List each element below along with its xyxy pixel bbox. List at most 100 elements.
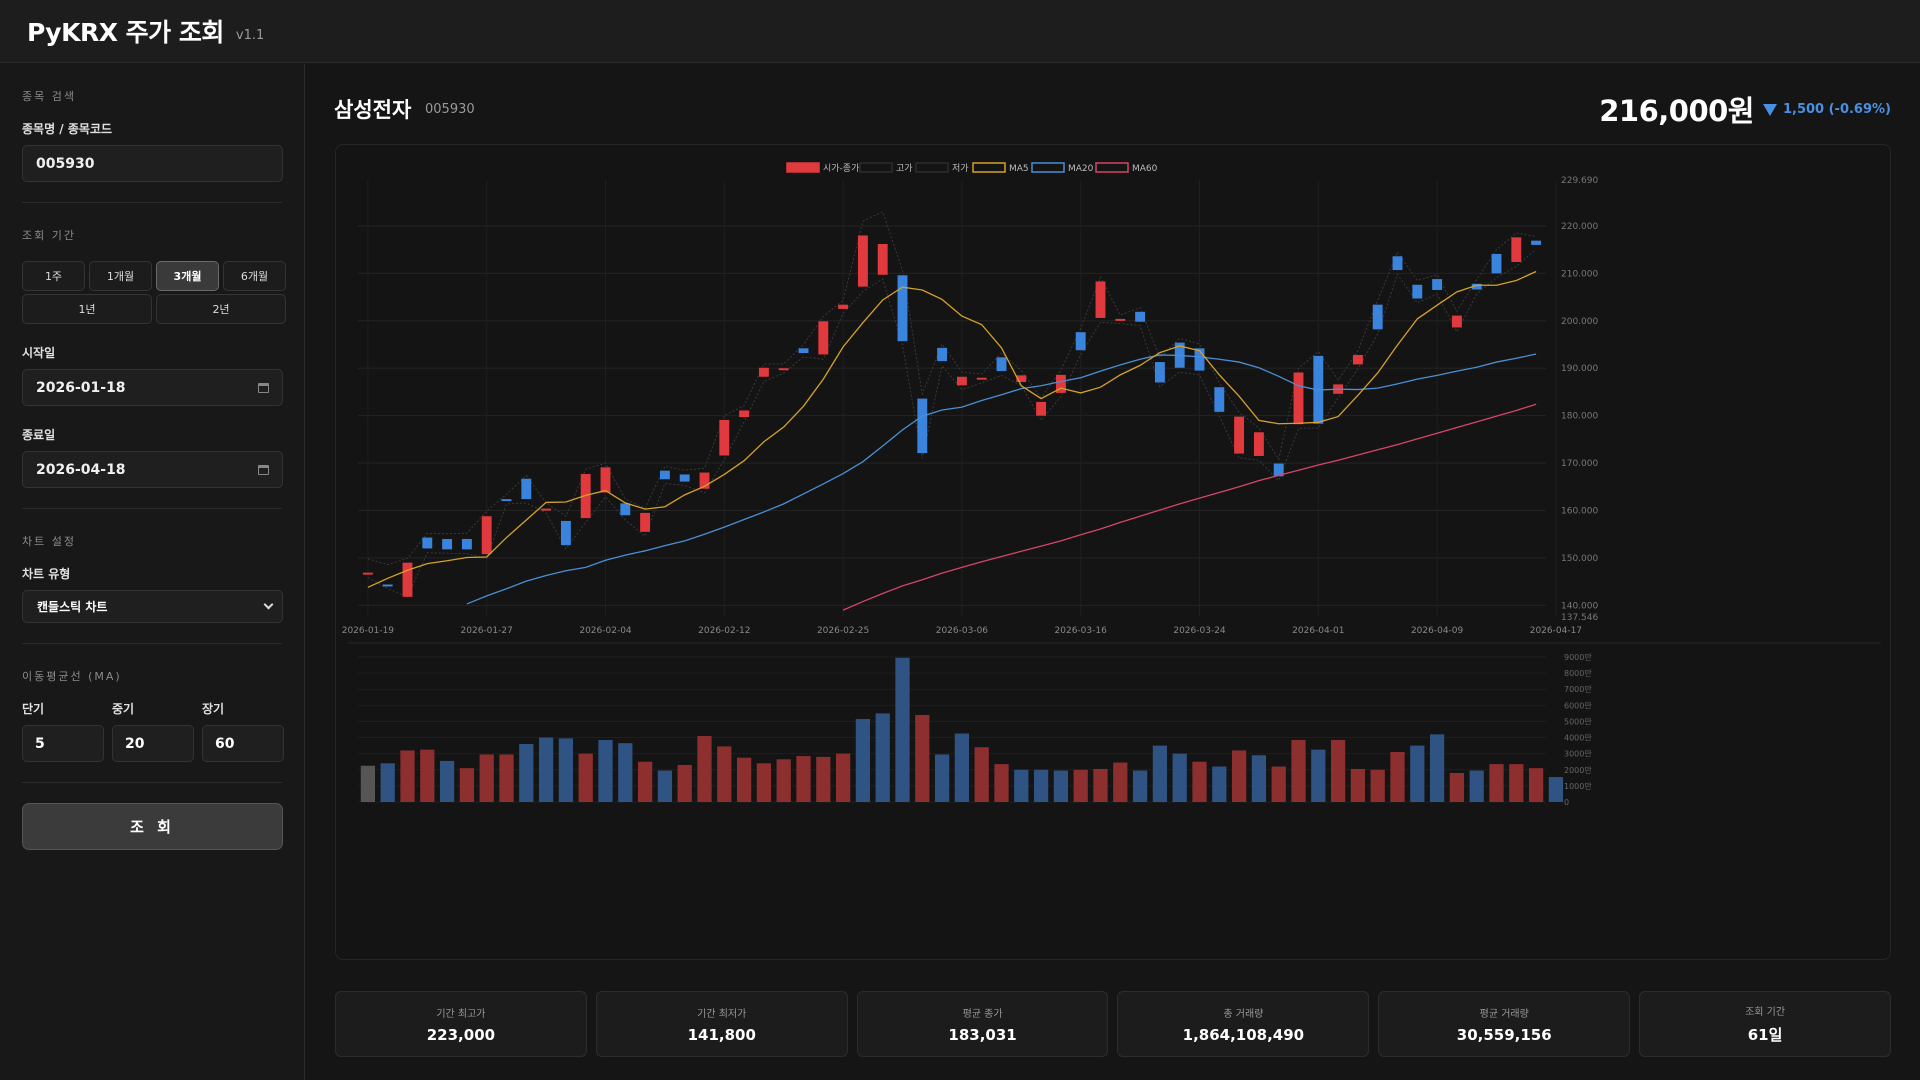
candle bbox=[521, 478, 532, 500]
period-buttons-row2: 1년 2년 bbox=[22, 294, 286, 324]
volume-bar bbox=[697, 735, 712, 802]
volume-tick-label: 6000만 bbox=[1564, 701, 1592, 710]
x-tick-label: 2026-01-27 bbox=[461, 626, 513, 636]
legend-label: MA5 bbox=[1009, 164, 1029, 174]
volume-bar bbox=[736, 757, 752, 802]
period-1w-button[interactable]: 1주 bbox=[22, 261, 85, 291]
volume-bar bbox=[400, 750, 415, 802]
volume-bar bbox=[1390, 752, 1405, 802]
legend-label: MA20 bbox=[1068, 164, 1094, 174]
chart-container[interactable]: 140.000 150.000 160.000 170.000 180.000 190.0… bbox=[335, 144, 1891, 960]
ma-mid-input[interactable]: 20 bbox=[112, 725, 194, 762]
candle bbox=[1352, 354, 1363, 365]
candle bbox=[422, 537, 433, 549]
volume-bar bbox=[1192, 761, 1207, 802]
volume-bar bbox=[1073, 769, 1088, 802]
volume-bar bbox=[1271, 766, 1286, 802]
period-section-title: 조회 기간 bbox=[22, 229, 76, 242]
legend-swatch bbox=[786, 162, 820, 173]
candle bbox=[996, 357, 1007, 372]
volume-bar bbox=[855, 719, 871, 802]
legend-swatch bbox=[859, 162, 893, 173]
low-line bbox=[367, 248, 1537, 598]
ma-short-input[interactable]: 5 bbox=[22, 725, 104, 762]
volume-bar bbox=[1548, 777, 1564, 802]
start-date-value: 2026-01-18 bbox=[36, 379, 126, 396]
candle bbox=[600, 467, 611, 493]
legend-label: 고가 bbox=[896, 163, 913, 174]
stock-code-input[interactable]: 005930 bbox=[22, 145, 283, 182]
period-1y-button[interactable]: 1년 bbox=[22, 294, 152, 324]
volume-tick-label: 7000만 bbox=[1564, 685, 1592, 694]
volume-bar bbox=[1291, 739, 1306, 802]
volume-bar bbox=[677, 764, 692, 802]
ma-inputs: 단기 5 중기 20 장기 60 bbox=[22, 684, 284, 762]
legend-swatch bbox=[972, 162, 1006, 173]
price-change: 1,500 (-0.69%) bbox=[1762, 102, 1891, 117]
period-3m-button[interactable]: 3개월 bbox=[156, 261, 219, 291]
ma-long-input[interactable]: 60 bbox=[202, 725, 284, 762]
stat-value: 30,559,156 bbox=[1456, 1025, 1552, 1044]
volume-bar bbox=[519, 744, 534, 802]
period-2y-button[interactable]: 2년 bbox=[156, 294, 286, 324]
candle bbox=[917, 398, 928, 454]
volume-bar bbox=[558, 738, 574, 802]
candle bbox=[1432, 279, 1443, 290]
candle bbox=[382, 584, 393, 587]
stat-card: 기간 최저가 141,800 bbox=[595, 991, 848, 1057]
candle bbox=[877, 243, 888, 275]
price-chart[interactable]: 140.000 150.000 160.000 170.000 180.000 190.0… bbox=[336, 145, 1892, 961]
price-edge-label: 229.690 bbox=[1561, 176, 1598, 186]
volume-bar bbox=[717, 746, 732, 802]
divider bbox=[22, 782, 282, 783]
candle bbox=[758, 367, 769, 377]
volume-bar bbox=[994, 764, 1009, 802]
candle bbox=[976, 377, 987, 380]
calendar-icon[interactable] bbox=[258, 382, 269, 393]
stat-card: 조회 기간 61일 bbox=[1639, 991, 1891, 1057]
period-6m-button[interactable]: 6개월 bbox=[223, 261, 286, 291]
candle bbox=[1253, 432, 1264, 456]
start-date-input[interactable]: 2026-01-18 bbox=[22, 369, 283, 406]
price-tick-label: 140.000 bbox=[1561, 601, 1598, 611]
period-1m-button[interactable]: 1개월 bbox=[89, 261, 152, 291]
volume-bar bbox=[578, 753, 593, 802]
volume-tick-label: 4000만 bbox=[1564, 734, 1592, 743]
candle bbox=[640, 512, 651, 532]
candle bbox=[778, 368, 789, 371]
candle bbox=[541, 508, 552, 511]
candle bbox=[1234, 416, 1245, 454]
candle bbox=[1016, 375, 1027, 382]
candle bbox=[1293, 372, 1304, 425]
volume-bar bbox=[1113, 762, 1128, 802]
chart-type-select[interactable]: 캔들스틱 차트 bbox=[22, 590, 283, 623]
calendar-icon[interactable] bbox=[258, 464, 269, 475]
volume-bar bbox=[657, 770, 673, 802]
stat-value: 183,031 bbox=[948, 1025, 1017, 1044]
candle bbox=[362, 572, 373, 575]
volume-bar bbox=[756, 763, 772, 802]
volume-bar bbox=[1350, 768, 1366, 802]
volume-tick-label: 8000만 bbox=[1564, 669, 1592, 678]
ma-section-title: 이동평균선 (MA) bbox=[22, 670, 122, 683]
volume-bar bbox=[360, 765, 376, 802]
x-tick-label: 2026-02-12 bbox=[698, 626, 750, 636]
stat-card: 기간 최고가 223,000 bbox=[335, 991, 587, 1057]
down-triangle-icon bbox=[1762, 103, 1777, 116]
legend-label: 저가 bbox=[952, 163, 969, 174]
chart-section-title: 차트 설정 bbox=[22, 535, 76, 548]
end-date-input[interactable]: 2026-04-18 bbox=[22, 451, 283, 488]
volume-bar bbox=[1014, 769, 1029, 802]
candle bbox=[560, 520, 571, 546]
search-button[interactable]: 조 회 bbox=[22, 803, 283, 850]
x-tick-label: 2026-04-09 bbox=[1411, 626, 1464, 636]
candle bbox=[1412, 284, 1423, 299]
volume-bar bbox=[420, 749, 435, 802]
candle bbox=[1075, 332, 1086, 351]
volume-bar bbox=[637, 761, 653, 802]
candle bbox=[937, 347, 948, 362]
volume-bar bbox=[974, 747, 989, 802]
candle bbox=[461, 538, 472, 550]
volume-bar bbox=[1132, 770, 1148, 802]
candle bbox=[838, 304, 849, 309]
